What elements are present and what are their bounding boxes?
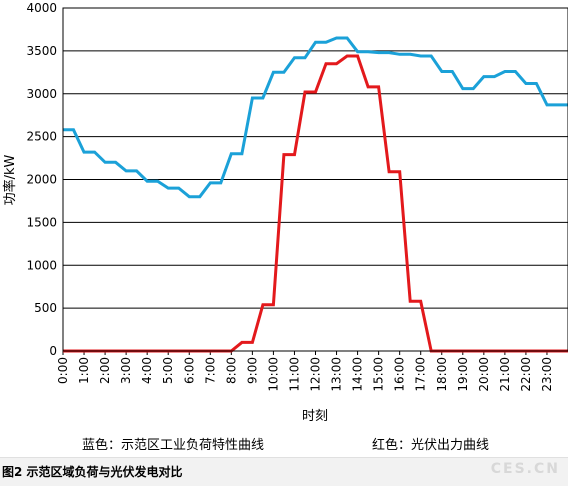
legend: 蓝色：示范区工业负荷特性曲线 红色：光伏出力曲线 (82, 437, 489, 453)
series-line-pv (63, 54, 568, 353)
x-tick-label: 6:00 (182, 357, 196, 384)
series-lines (63, 36, 568, 353)
x-tick-label: 4:00 (140, 357, 154, 384)
x-tick-label: 19:00 (456, 357, 470, 392)
plot-frame (62, 7, 568, 352)
caption-bar: 图2 示范区域负荷与光伏发电对比 CES.CN (0, 457, 568, 486)
x-tick-label: 15:00 (372, 357, 386, 392)
x-tick-label: 14:00 (351, 357, 365, 392)
y-tick-label: 1500 (26, 215, 57, 229)
x-tick-label: 22:00 (519, 357, 533, 392)
y-tick-labels: 0 500 1000 1500 2000 2500 3000 3500 4000 (26, 1, 57, 358)
y-tick-label: 2000 (26, 173, 57, 187)
x-tick-label: 20:00 (477, 357, 491, 392)
y-tick-label: 0 (49, 344, 57, 358)
grid (63, 7, 568, 352)
legend-entry: 红色：光伏出力曲线 (372, 437, 489, 453)
x-tick-label: 9:00 (245, 357, 259, 384)
x-tick-label: 18:00 (435, 357, 449, 392)
x-tick-label: 10:00 (266, 357, 280, 392)
x-tick-label: 21:00 (498, 357, 512, 392)
x-tick-label: 3:00 (119, 357, 133, 384)
legend-entry: 蓝色：示范区工业负荷特性曲线 (82, 437, 264, 453)
y-tick-label: 3000 (26, 87, 57, 101)
figure-caption: 图2 示范区域负荷与光伏发电对比 (2, 465, 183, 479)
x-tick-label: 17:00 (414, 357, 428, 392)
x-tick-label: 5:00 (161, 357, 175, 384)
y-tick-label: 2500 (26, 130, 57, 144)
x-tick-label: 8:00 (224, 357, 238, 384)
x-tick-label: 11:00 (287, 357, 301, 392)
x-tick-label: 16:00 (393, 357, 407, 392)
x-tick-label: 12:00 (309, 357, 323, 392)
x-tick-labels: 0:00 1:00 2:00 3:00 4:00 5:00 6:00 7:00 8:00 9:00… (56, 351, 554, 392)
y-tick-label: 4000 (26, 1, 57, 15)
series-line-load (63, 36, 568, 199)
x-axis-title: 时刻 (302, 409, 328, 424)
y-tick-label: 3500 (26, 44, 57, 58)
x-tick-label: 0:00 (56, 357, 70, 384)
watermark: CES.CN (490, 461, 560, 477)
x-tick-label: 1:00 (77, 357, 91, 384)
x-tick-label: 7:00 (203, 357, 217, 384)
y-tick-label: 500 (34, 301, 57, 315)
y-axis-title: 功率/kW (2, 154, 18, 205)
x-tick-label: 23:00 (540, 357, 554, 392)
y-tick-label: 1000 (26, 258, 57, 272)
x-tick-label: 13:00 (330, 357, 344, 392)
x-tick-label: 2:00 (98, 357, 112, 384)
